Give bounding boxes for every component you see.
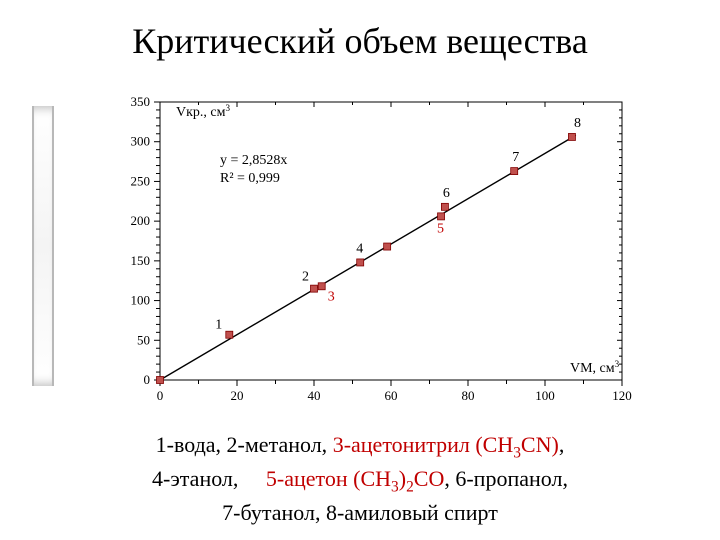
svg-text:20: 20 <box>231 388 244 403</box>
svg-text:0: 0 <box>144 372 151 387</box>
svg-text:200: 200 <box>131 213 151 228</box>
svg-text:3: 3 <box>328 289 335 304</box>
svg-text:150: 150 <box>131 253 151 268</box>
svg-text:y = 2,8528x: y = 2,8528x <box>220 153 287 168</box>
decorative-left-bar <box>32 106 54 386</box>
svg-text:300: 300 <box>131 134 151 149</box>
svg-text:Vкр., см3: Vкр., см3 <box>176 103 231 120</box>
slide-title: Критический объем вещества <box>0 20 720 62</box>
svg-text:120: 120 <box>612 388 632 403</box>
svg-text:60: 60 <box>385 388 398 403</box>
critical-volume-chart: 0 20 40 60 80 100 120 0 50 100 150 200 250 300 350 VМ, … <box>100 90 640 410</box>
svg-text:1: 1 <box>215 318 222 333</box>
svg-text:VМ, см3: VМ, см3 <box>570 359 620 376</box>
svg-text:8: 8 <box>574 116 581 131</box>
svg-text:6: 6 <box>443 186 450 201</box>
svg-text:4: 4 <box>356 241 363 256</box>
svg-text:R² = 0,999: R² = 0,999 <box>220 171 280 186</box>
svg-text:40: 40 <box>308 388 321 403</box>
svg-text:2: 2 <box>302 270 309 285</box>
svg-text:0: 0 <box>157 388 164 403</box>
legend-caption: 1-вода, 2-метанол, 3-ацетонитрил (CH3CN)… <box>0 430 720 528</box>
svg-text:100: 100 <box>535 388 555 403</box>
svg-text:7: 7 <box>512 150 519 165</box>
svg-text:80: 80 <box>462 388 475 403</box>
svg-text:250: 250 <box>131 173 151 188</box>
svg-text:350: 350 <box>131 94 151 109</box>
svg-text:5: 5 <box>437 221 444 236</box>
svg-text:50: 50 <box>137 332 150 347</box>
svg-text:100: 100 <box>131 293 151 308</box>
